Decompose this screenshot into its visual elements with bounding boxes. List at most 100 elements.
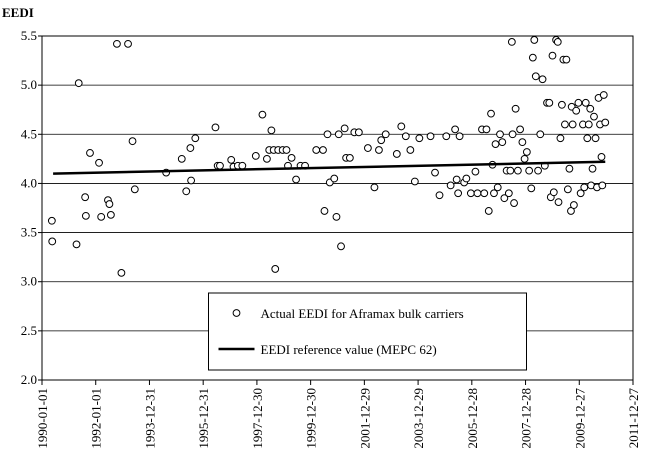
data-point	[320, 207, 329, 215]
data-point	[130, 185, 139, 194]
data-point	[251, 152, 260, 160]
y-tick-label: 5.0	[21, 77, 37, 92]
data-point	[534, 166, 542, 175]
x-tick-label: 2005-12-28	[465, 388, 480, 449]
data-point	[431, 168, 439, 177]
data-point	[574, 98, 583, 107]
data-point	[81, 193, 90, 202]
data-point	[354, 128, 363, 137]
data-point	[591, 134, 600, 143]
data-point	[330, 174, 339, 183]
data-point	[556, 134, 565, 143]
data-point	[258, 110, 267, 119]
data-point	[528, 53, 537, 62]
data-point	[227, 155, 236, 164]
x-tick-label: 1993-12-31	[142, 388, 157, 449]
x-tick-label: 1997-12-30	[250, 388, 265, 449]
data-point	[363, 144, 372, 152]
data-point	[105, 200, 114, 208]
data-point	[500, 194, 509, 203]
data-point	[520, 154, 529, 163]
data-point	[452, 175, 461, 184]
data-point	[480, 189, 489, 198]
data-point	[538, 75, 547, 84]
x-tick-label: 2003-12-29	[411, 388, 426, 449]
data-point	[415, 134, 424, 143]
data-point	[86, 149, 94, 157]
x-tick-label: 1990-01-01	[35, 388, 50, 449]
data-point	[186, 144, 195, 152]
data-point	[72, 240, 81, 249]
data-point	[584, 120, 593, 129]
data-point	[545, 98, 554, 107]
data-point	[510, 199, 518, 207]
data-point	[462, 174, 471, 183]
data-point	[581, 98, 590, 107]
data-point	[572, 106, 581, 115]
data-point	[182, 187, 191, 196]
data-point	[576, 189, 585, 198]
data-point	[586, 104, 595, 113]
x-tick-label: 1995-12-31	[196, 388, 211, 449]
data-point	[177, 154, 186, 163]
data-point	[562, 55, 571, 64]
data-point	[216, 161, 224, 170]
y-tick-label: 2.0	[21, 372, 37, 387]
data-point	[506, 166, 515, 175]
data-point	[580, 183, 589, 192]
data-point	[548, 51, 557, 60]
data-point	[323, 130, 332, 139]
x-tick-label: 2009-12-27	[572, 388, 587, 449]
data-point	[553, 37, 562, 46]
data-point	[583, 134, 592, 143]
data-point	[451, 125, 460, 134]
data-point	[292, 175, 300, 184]
data-point	[522, 148, 531, 156]
data-point	[106, 210, 115, 219]
data-point	[81, 211, 90, 220]
data-point	[473, 189, 482, 198]
data-point	[397, 122, 406, 131]
y-tick-label: 3.5	[21, 225, 37, 240]
data-point	[597, 152, 606, 161]
x-tick-label: 2001-12-29	[357, 388, 372, 449]
data-point	[530, 36, 539, 44]
data-point	[381, 130, 390, 139]
data-point	[312, 146, 321, 154]
data-point	[570, 201, 578, 209]
legend-label: EEDI reference value (MEPC 62)	[261, 342, 437, 357]
data-point	[334, 130, 343, 139]
data-point	[466, 189, 475, 198]
data-point	[549, 188, 558, 197]
data-point	[370, 183, 379, 192]
data-point	[113, 39, 121, 48]
data-point	[97, 212, 106, 221]
data-point	[392, 150, 401, 158]
data-point	[117, 268, 126, 277]
data-point	[498, 138, 507, 147]
data-point	[561, 120, 569, 129]
data-point	[565, 164, 574, 173]
y-tick-label: 3.0	[21, 274, 37, 289]
data-point	[493, 183, 502, 192]
data-point	[95, 158, 103, 167]
reference-line	[53, 160, 606, 175]
data-point	[599, 91, 608, 99]
data-point	[191, 134, 200, 143]
data-point	[406, 146, 415, 154]
data-point	[487, 109, 495, 118]
data-point	[496, 130, 504, 139]
x-tick-label: 2007-12-28	[519, 388, 534, 449]
data-point	[516, 125, 524, 134]
data-point	[263, 154, 271, 163]
data-point	[410, 177, 419, 186]
x-tick-label: 1992-01-01	[89, 388, 104, 449]
data-point	[332, 212, 341, 221]
data-point	[508, 130, 517, 139]
data-point	[211, 123, 220, 132]
data-point	[426, 132, 435, 141]
data-point	[588, 164, 597, 173]
data-point	[446, 181, 455, 190]
y-tick-label: 4.0	[21, 175, 37, 190]
